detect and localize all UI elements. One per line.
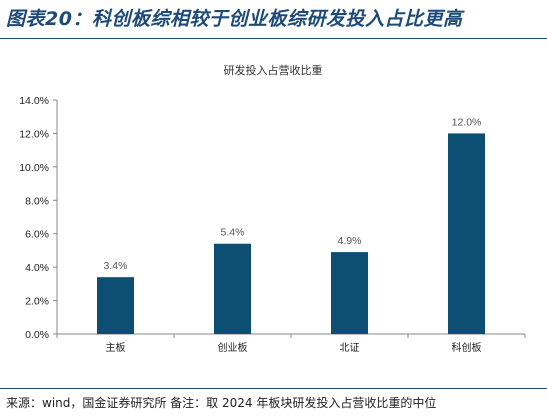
y-tick-label: 12.0%: [19, 128, 49, 140]
title-divider: [0, 38, 547, 39]
bar-3: [331, 252, 368, 334]
data-label-4: 12.0%: [452, 116, 482, 128]
bar-4: [448, 133, 485, 334]
x-axis: 主板 创业板 北证 科创板: [56, 333, 526, 354]
bar-chart: 研发投入占营收比重 0.0% 2.0% 4.0% 6.0% 8.0% 10.0% 12.0%…: [19, 63, 526, 354]
y-axis: 0.0% 2.0% 4.0% 6.0% 8.0% 10.0% 12.0% 14.0%: [19, 95, 58, 341]
source-note: 来源：wind，国金证券研究所 备注：取 2024 年板块研发投入占营收比重的中…: [6, 396, 437, 410]
y-tick-label: 14.0%: [19, 95, 49, 107]
chart-title: 研发投入占营收比重: [224, 63, 323, 77]
bars: [97, 133, 485, 334]
y-tick-label: 2.0%: [25, 296, 49, 308]
bar-1: [97, 277, 134, 334]
data-label-3: 4.9%: [338, 235, 362, 247]
y-tick-label: 10.0%: [19, 162, 49, 174]
data-labels: 3.4% 5.4% 4.9% 12.0%: [104, 116, 482, 272]
footer-divider: [0, 388, 547, 389]
x-category-label: 北证: [340, 342, 360, 354]
x-category-label: 科创板: [452, 341, 482, 354]
figure-title: 图表20：科创板综相较于创业板综研发投入占比更高: [6, 8, 463, 30]
data-label-2: 5.4%: [221, 227, 245, 239]
x-category-label: 主板: [106, 341, 126, 354]
data-label-1: 3.4%: [104, 260, 128, 272]
y-tick-label: 4.0%: [25, 262, 49, 274]
y-tick-label: 6.0%: [25, 229, 49, 241]
y-tick-label: 0.0%: [25, 329, 49, 341]
y-tick-label: 8.0%: [25, 195, 49, 207]
x-category-label: 创业板: [218, 341, 248, 354]
bar-2: [214, 243, 251, 334]
